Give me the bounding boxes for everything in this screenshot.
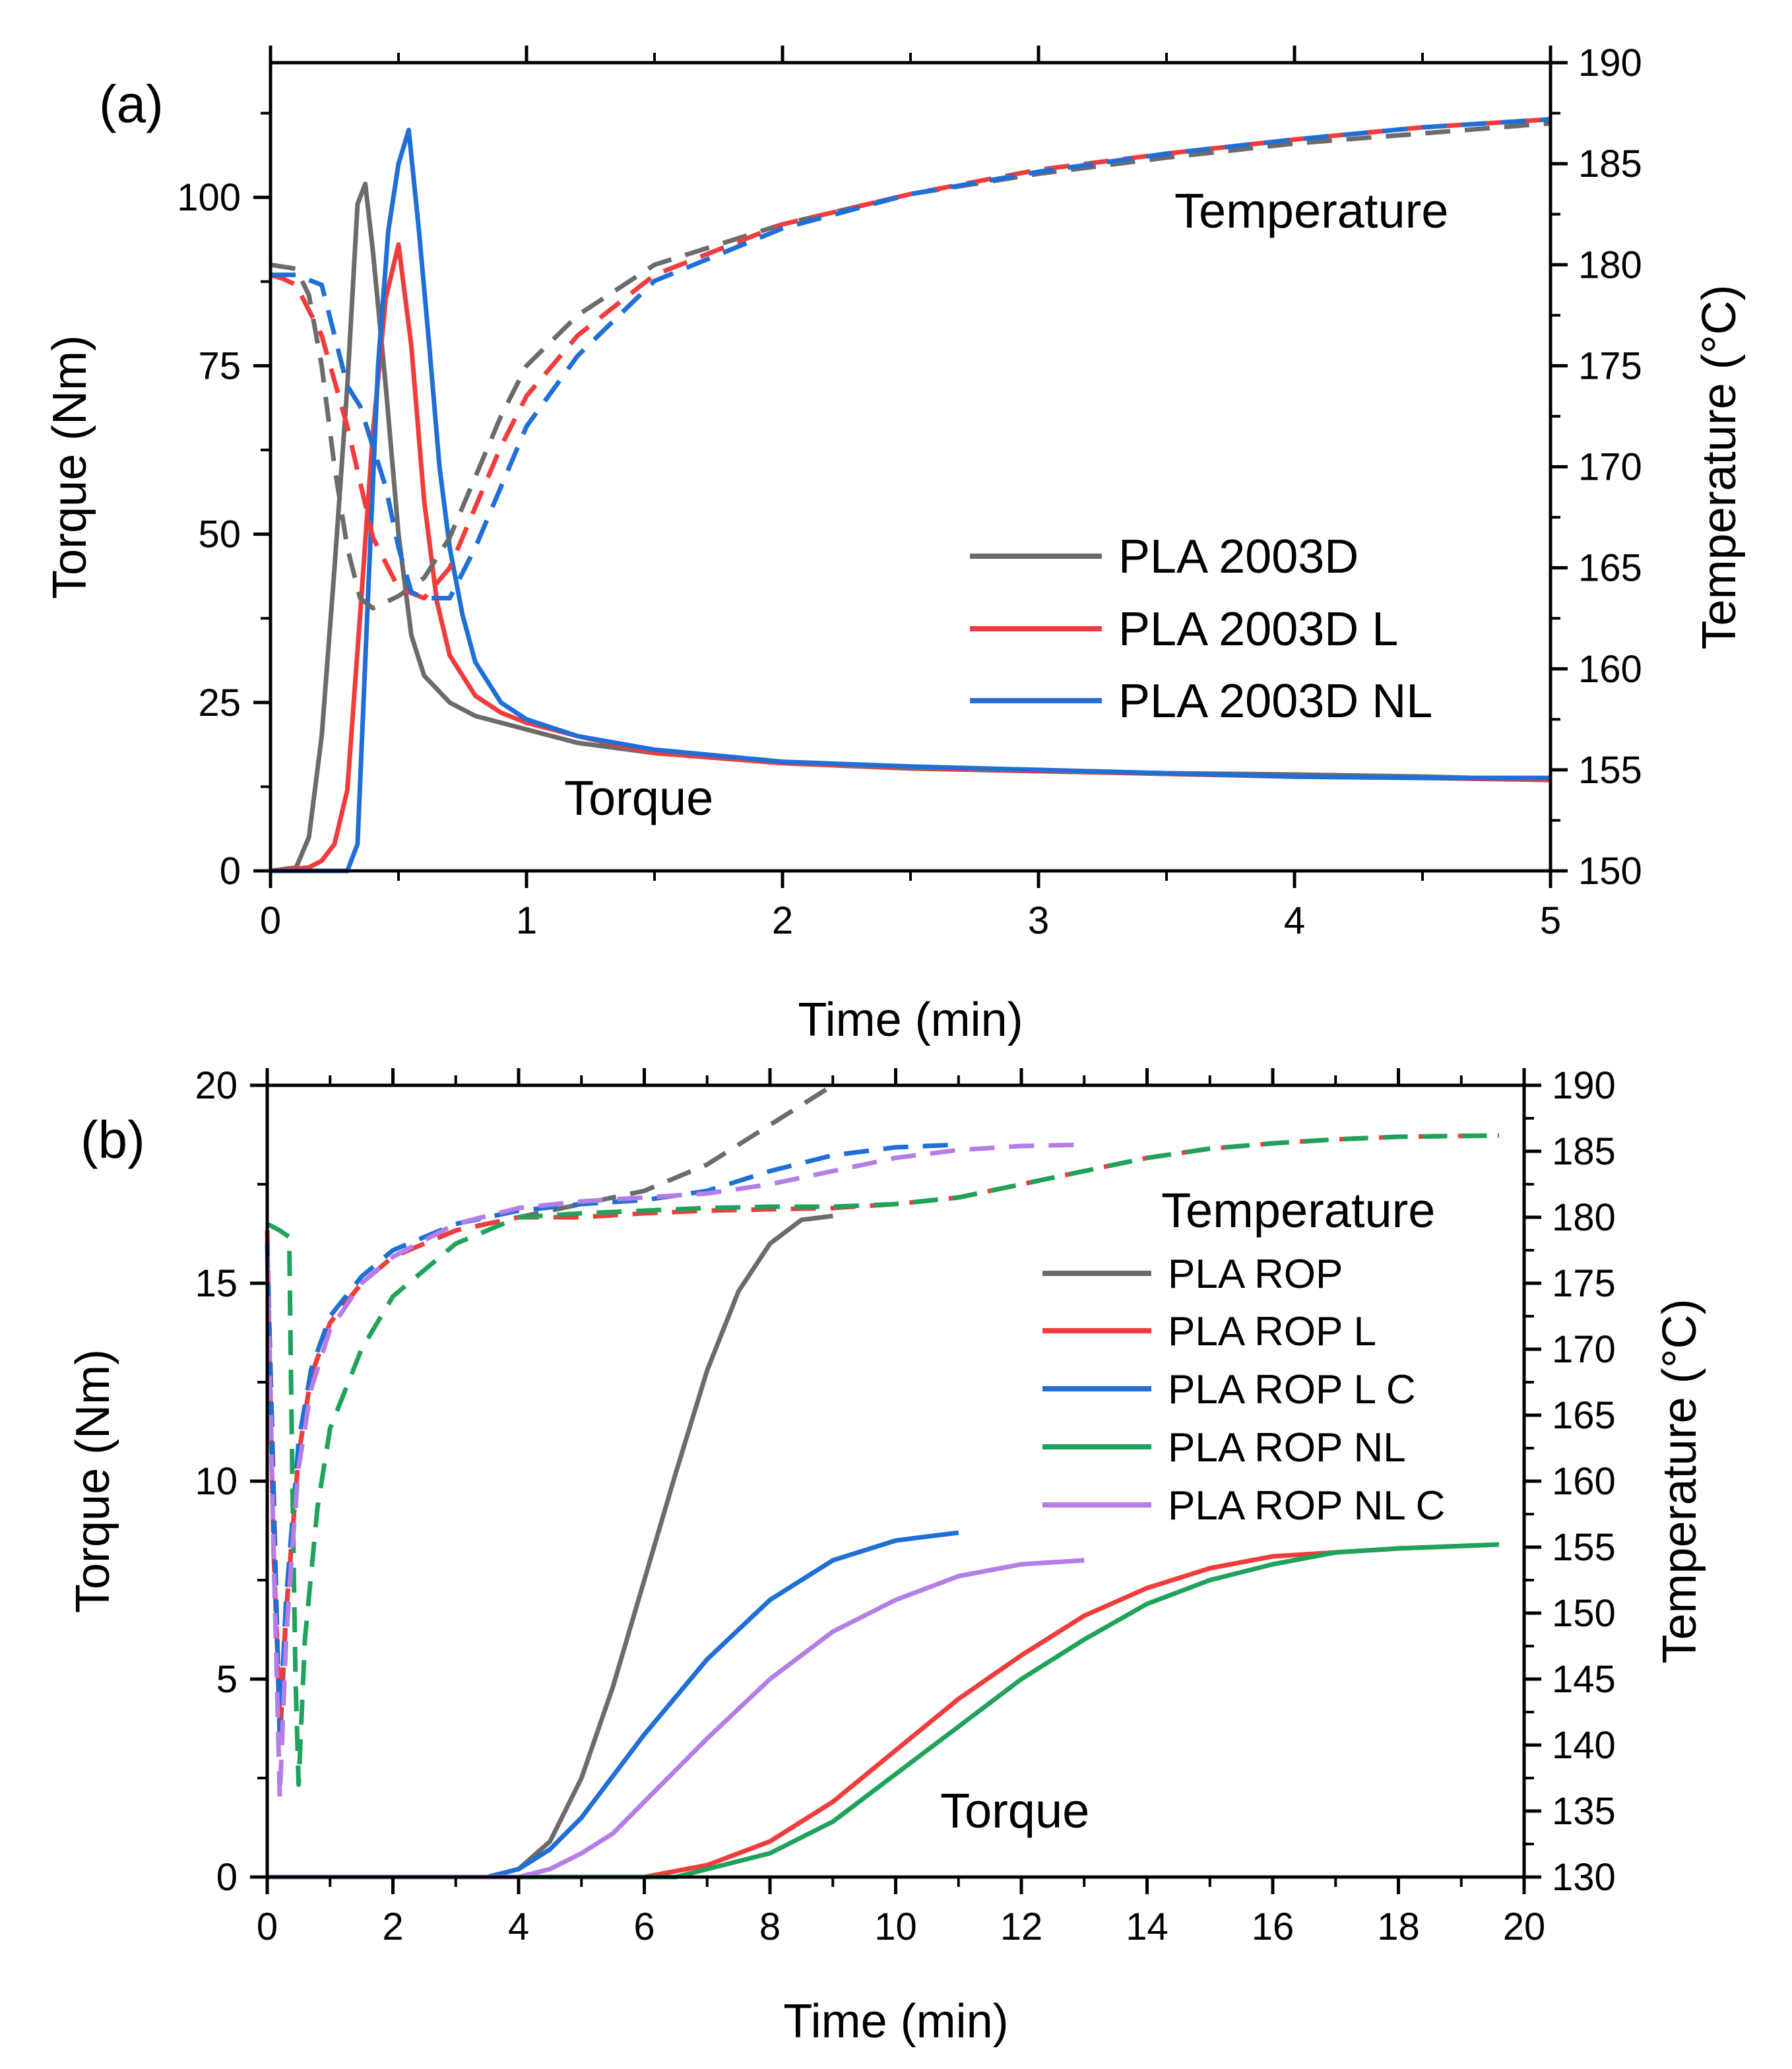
panel-b-ytick-label-2: 10: [195, 1460, 238, 1503]
panel-b-xtick-label-1: 2: [382, 1905, 403, 1948]
panel-b-series-5-temperature-line: [265, 1083, 835, 1748]
panel-b-xlabel: Time (min): [783, 1995, 1008, 2048]
panel-b-y2tick-label-11: 185: [1552, 1130, 1616, 1173]
legend-a-item-1: PLA 2003D L: [1118, 603, 1398, 656]
panel-a-xtick-label-0: 0: [260, 899, 281, 942]
panel-a-y2tick-label-5: 175: [1578, 344, 1642, 387]
panel-a-series-2-torque-line: [271, 127, 1551, 874]
panel-b-xtick-label-3: 6: [633, 1905, 655, 1948]
legend-b-item-3: PLA ROP NL: [1168, 1425, 1406, 1471]
panel-b-xtick-label-6: 12: [1000, 1905, 1043, 1948]
panel-b-y2tick-label-7: 165: [1552, 1394, 1616, 1437]
panel-b-xtick-label-0: 0: [257, 1905, 278, 1948]
panel-b-chart: (b) 0 2 4 6 8 10 12 14 16 18 200510152013013514014…: [67, 1064, 1706, 2048]
panel-a-ytick-label-3: 75: [198, 344, 241, 387]
panel-a-ylabel: Torque (Nm): [44, 335, 96, 599]
panel-b-xtick-label-10: 20: [1503, 1905, 1546, 1948]
panel-a-xtick-label-5: 5: [1540, 899, 1561, 942]
panel-b-ylabel: Torque (Nm): [67, 1349, 119, 1613]
panel-a-ytick-label-1: 25: [198, 682, 241, 724]
panel-b-ytick-label-0: 0: [216, 1856, 238, 1899]
panel-a-xtick-label-1: 1: [516, 899, 537, 942]
panel-b-annotation-temperature: Temperature: [1161, 1183, 1435, 1238]
panel-b-y2tick-label-1: 135: [1552, 1790, 1616, 1833]
legend-b-item-1: PLA ROP L: [1168, 1309, 1376, 1354]
legend-b-item-4: PLA ROP NL C: [1168, 1483, 1445, 1529]
panel-b-y2tick-label-4: 150: [1552, 1592, 1616, 1635]
panel-b-legend: PLA ROP PLA ROP L PLA ROP L C PLA ROP NL…: [1042, 1252, 1445, 1529]
panel-b-xtick-label-8: 16: [1252, 1905, 1295, 1948]
panel-a-xtick-label-4: 4: [1284, 899, 1305, 942]
panel-a-xtick-label-3: 3: [1028, 899, 1049, 942]
panel-b-xtick-label-7: 14: [1126, 1905, 1168, 1948]
panel-b-y2tick-label-5: 155: [1552, 1526, 1616, 1569]
panel-b-series-7-temperature-line: [265, 1142, 959, 1735]
panel-b-series-0-torque-line: [267, 1213, 833, 1880]
panel-b-label: (b): [80, 1110, 145, 1169]
legend-a-item-2: PLA 2003D NL: [1118, 675, 1432, 728]
panel-b-ytick-label-1: 5: [216, 1658, 238, 1701]
panel-a-series-group: [269, 117, 1551, 874]
panel-b-y2tick-label-8: 170: [1552, 1328, 1616, 1371]
panel-b-y2label: Temperature (°C): [1653, 1299, 1706, 1664]
panel-a-ytick-label-2: 50: [198, 513, 241, 556]
panel-b-xtick-label-5: 10: [874, 1905, 917, 1948]
panel-b-y2tick-label-2: 140: [1552, 1724, 1616, 1767]
panel-b-series-9-temperature-line: [265, 1142, 1085, 1800]
panel-b-y2tick-label-12: 190: [1552, 1064, 1616, 1107]
panel-b-xtick-label-4: 8: [759, 1905, 781, 1948]
panel-a-series-5-temperature-line: [271, 117, 1551, 601]
panel-a-ytick-label-4: 100: [177, 176, 241, 219]
panel-b-series-2-torque-line: [267, 1530, 959, 1880]
panel-b-series-group: [265, 1083, 1500, 1880]
panel-a-series-3-temperature-line: [270, 121, 1551, 611]
legend-a-item-0: PLA 2003D: [1118, 530, 1359, 583]
legend-b-item-0: PLA ROP: [1168, 1252, 1343, 1297]
panel-a-label: (a): [99, 75, 164, 133]
panel-b-series-8-temperature-line: [266, 1133, 1499, 1787]
panel-a-y2tick-label-6: 180: [1578, 243, 1642, 286]
panel-b-xtick-label-2: 4: [508, 1905, 529, 1948]
panel-a-y2tick-label-3: 165: [1578, 547, 1642, 590]
panel-a-y2tick-label-1: 155: [1578, 749, 1642, 792]
panel-b-y2tick-label-3: 145: [1552, 1658, 1616, 1701]
panel-a-ticks: 0 1 2 3 4 50255075100150155160165170175180185…: [177, 42, 1642, 942]
panel-b-series-1-torque-line: [267, 1542, 1500, 1880]
panel-a-xlabel: Time (min): [798, 994, 1023, 1046]
panel-a-chart: (a) 0 1 2 3 4 5025507510015015516016517017518…: [44, 42, 1746, 1046]
legend-b-item-2: PLA ROP L C: [1168, 1367, 1416, 1413]
panel-a-y2tick-label-2: 160: [1578, 648, 1642, 691]
panel-b-y2tick-label-6: 160: [1552, 1460, 1616, 1503]
panel-a-y2tick-label-8: 190: [1578, 42, 1642, 84]
panel-b-y2tick-label-10: 180: [1552, 1196, 1616, 1239]
panel-a-y2label: Temperature (°C): [1693, 285, 1746, 650]
panel-b-y2tick-label-9: 175: [1552, 1262, 1616, 1305]
panel-b-ticks: 0 2 4 6 8 10 12 14 16 18 2005101520130135140145150…: [195, 1064, 1615, 1948]
panel-b-ytick-label-3: 15: [195, 1262, 238, 1305]
panel-a-annotation-torque: Torque: [564, 771, 713, 825]
panel-b-annotation-torque: Torque: [940, 1783, 1089, 1838]
panel-a-y2tick-label-7: 185: [1578, 143, 1642, 185]
panel-a-annotation-temperature: Temperature: [1174, 183, 1448, 238]
panel-b-series-4-torque-line: [267, 1558, 1085, 1880]
panel-a-legend: PLA 2003D PLA 2003D L PLA 2003D NL: [970, 530, 1432, 728]
panel-b-y2tick-label-0: 130: [1552, 1856, 1616, 1899]
panel-a-y2tick-label-4: 170: [1578, 446, 1642, 489]
panel-a-xtick-label-2: 2: [772, 899, 793, 942]
panel-b-xtick-label-9: 18: [1377, 1905, 1420, 1948]
panel-b-series-3-torque-line: [267, 1542, 1500, 1880]
panel-a-ytick-label-0: 0: [220, 850, 241, 893]
panel-b-ytick-label-4: 20: [195, 1064, 238, 1107]
panel-a-y2tick-label-0: 150: [1578, 850, 1642, 893]
